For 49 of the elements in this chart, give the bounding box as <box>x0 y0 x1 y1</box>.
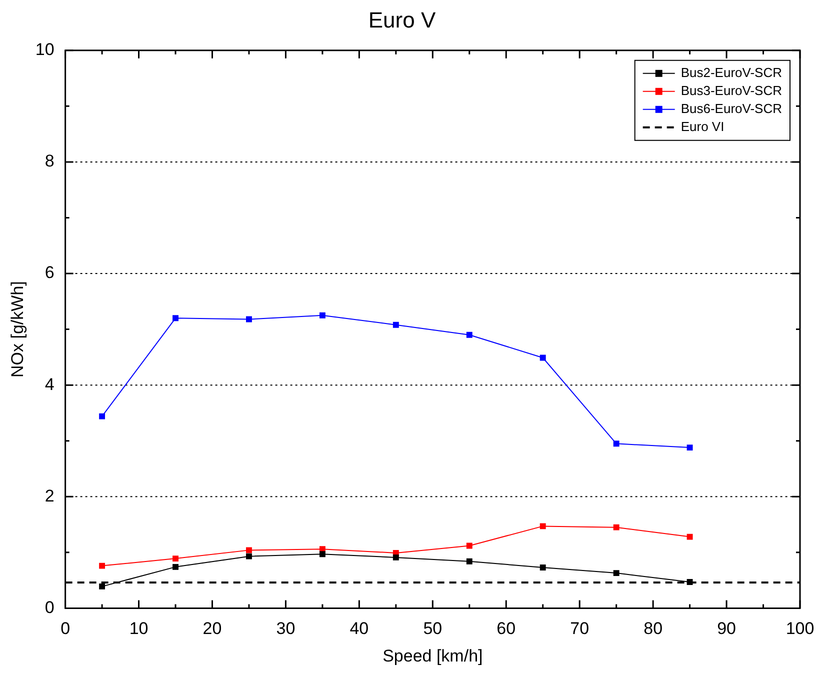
point <box>466 542 472 549</box>
x-tick-label: 90 <box>717 619 736 638</box>
point <box>172 315 178 322</box>
y-tick-label: 4 <box>44 374 54 394</box>
point <box>392 322 399 328</box>
x-tick-label: 70 <box>570 619 590 638</box>
legend-label: Bus2-EuroV-SCR <box>680 64 782 80</box>
point <box>246 316 252 322</box>
y-tick-label: 10 <box>35 40 54 60</box>
x-tick-label: 0 <box>60 619 70 638</box>
y-axis-title: NOx [g/kWh] <box>8 281 27 378</box>
point <box>686 534 693 540</box>
x-tick-label: 10 <box>129 619 148 638</box>
legend-label: Bus3-EuroV-SCR <box>680 82 782 98</box>
point <box>99 413 106 420</box>
point <box>540 564 546 570</box>
y-tick-label: 0 <box>44 598 54 617</box>
x-tick-label: 30 <box>276 619 296 638</box>
legend-label: Euro VI <box>680 118 724 134</box>
x-tick-label: 40 <box>350 619 369 638</box>
point <box>613 440 620 447</box>
point <box>246 553 252 560</box>
point <box>99 583 106 590</box>
point <box>99 562 106 569</box>
y-tick-label: 8 <box>44 152 54 171</box>
y-tick-label: 2 <box>44 486 54 506</box>
point <box>540 354 546 361</box>
legend-label: Bus6-EuroV-SCR <box>680 100 782 116</box>
x-tick-label: 100 <box>786 619 814 638</box>
chart-title: Euro V <box>368 7 436 32</box>
point <box>172 564 178 570</box>
x-tick-label: 20 <box>202 619 222 638</box>
point <box>686 579 693 585</box>
point <box>613 570 620 576</box>
x-axis-title: Speed [km/h] <box>382 646 483 666</box>
x-tick-label: 80 <box>644 619 663 638</box>
point <box>319 551 326 558</box>
point <box>466 332 472 338</box>
point <box>613 524 620 530</box>
point <box>540 523 546 530</box>
point <box>392 554 399 560</box>
x-tick-label: 60 <box>496 619 516 638</box>
point <box>466 558 472 564</box>
point <box>319 312 326 318</box>
point <box>686 444 693 451</box>
x-tick-label: 50 <box>423 619 442 638</box>
point <box>172 556 178 562</box>
y-tick-label: 6 <box>44 263 54 282</box>
point <box>246 547 252 554</box>
